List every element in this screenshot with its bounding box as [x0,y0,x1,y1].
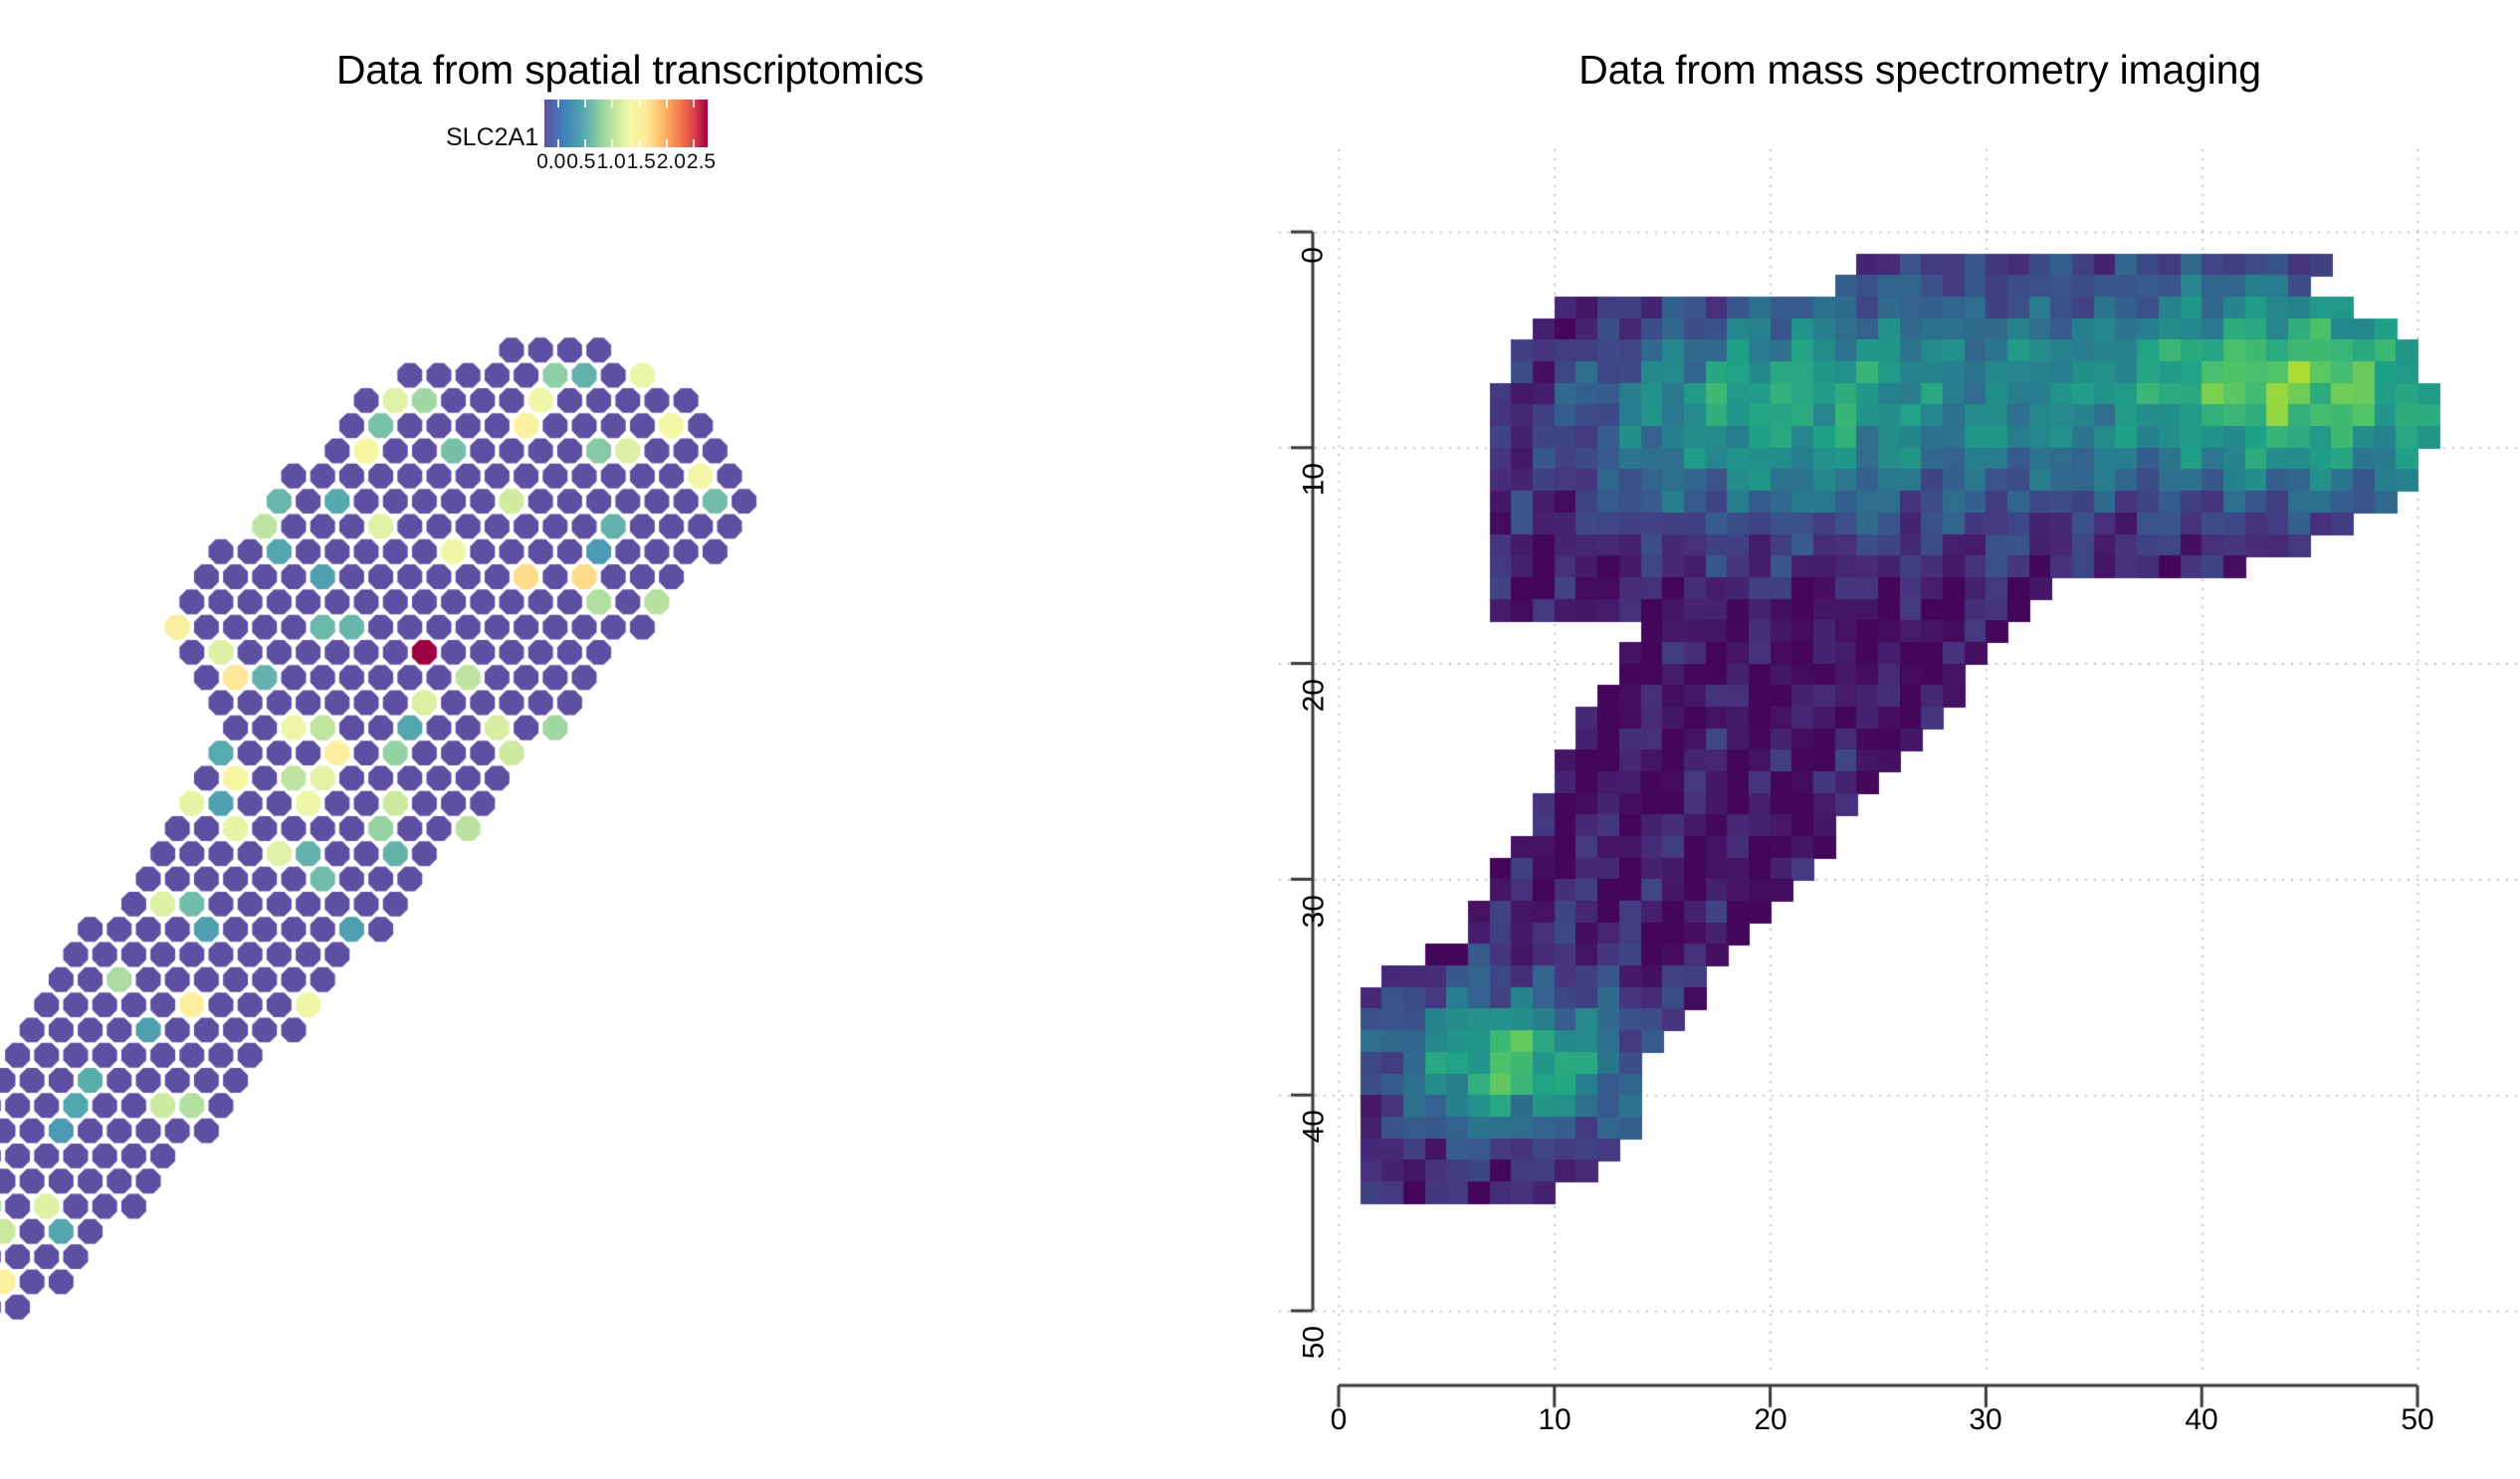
legend-tick-mark [666,100,669,107]
y-tick-label-40: 40 [1297,1110,1330,1144]
legend-tick-mark [556,139,559,147]
y-tick-label-20: 20 [1297,679,1330,713]
msi-plot-area: 0 10 20 30 40 50 0 10 20 30 40 50 [1260,0,2520,1479]
legend-title: SLC2A1 [446,123,539,151]
legend-tick-mark [584,100,587,107]
legend-tick-2: 1.0 [596,150,626,173]
legend-tick-mark [556,100,559,107]
legend-tick-mark [666,139,669,147]
x-tick-label-10: 10 [1538,1403,1572,1436]
spatial-transcriptomics-spot-plot [0,0,1260,1479]
legend-tick-labels: 0.0 0.5 1.0 1.5 2.0 2.5 [536,149,716,175]
legend-tick-mark [693,100,696,107]
page-title-spatial-transcriptomics: Data from spatial transcriptomics [335,47,925,94]
legend-tick-0: 0.0 [536,150,566,173]
legend-tick-5: 2.5 [686,150,717,173]
y-tick-label-50: 50 [1297,1326,1330,1360]
legend-tick-1: 0.5 [566,150,596,173]
legend-colorbar [544,100,709,147]
legend-tick-mark [611,100,614,107]
y-tick-label-30: 30 [1297,895,1330,929]
legend-tick-mark [638,139,641,147]
legend-tick-mark [584,139,587,147]
legend-tick-mark [693,139,696,147]
legend-tick-4: 2.0 [656,150,686,173]
x-tick-label-40: 40 [2185,1403,2218,1436]
mass-spectrometry-heatmap [1260,0,2520,1479]
y-tick-label-0: 0 [1297,247,1330,264]
x-tick-label-50: 50 [2401,1403,2434,1436]
y-tick-label-10: 10 [1297,463,1330,497]
x-tick-label-0: 0 [1330,1403,1348,1436]
legend-tick-mark [611,139,614,147]
page-title-mass-spectrometry-imaging: Data from mass spectrometry imaging [1578,47,2261,94]
panel-spatial-transcriptomics: Data from spatial transcriptomics SLC2A1… [0,0,1260,1479]
x-tick-label-20: 20 [1754,1403,1787,1436]
legend-body: 0.0 0.5 1.0 1.5 2.0 2.5 [536,100,716,175]
x-tick-label-30: 30 [1969,1403,2002,1436]
legend-slc2a1: SLC2A1 0.0 0.5 1.0 1.5 2.0 2.5 [446,100,716,175]
panel-mass-spectrometry-imaging: 0 10 20 30 40 50 0 10 20 30 40 50 Data f… [1260,0,2520,1479]
legend-tick-3: 1.5 [626,150,656,173]
legend-tick-mark [638,100,641,107]
